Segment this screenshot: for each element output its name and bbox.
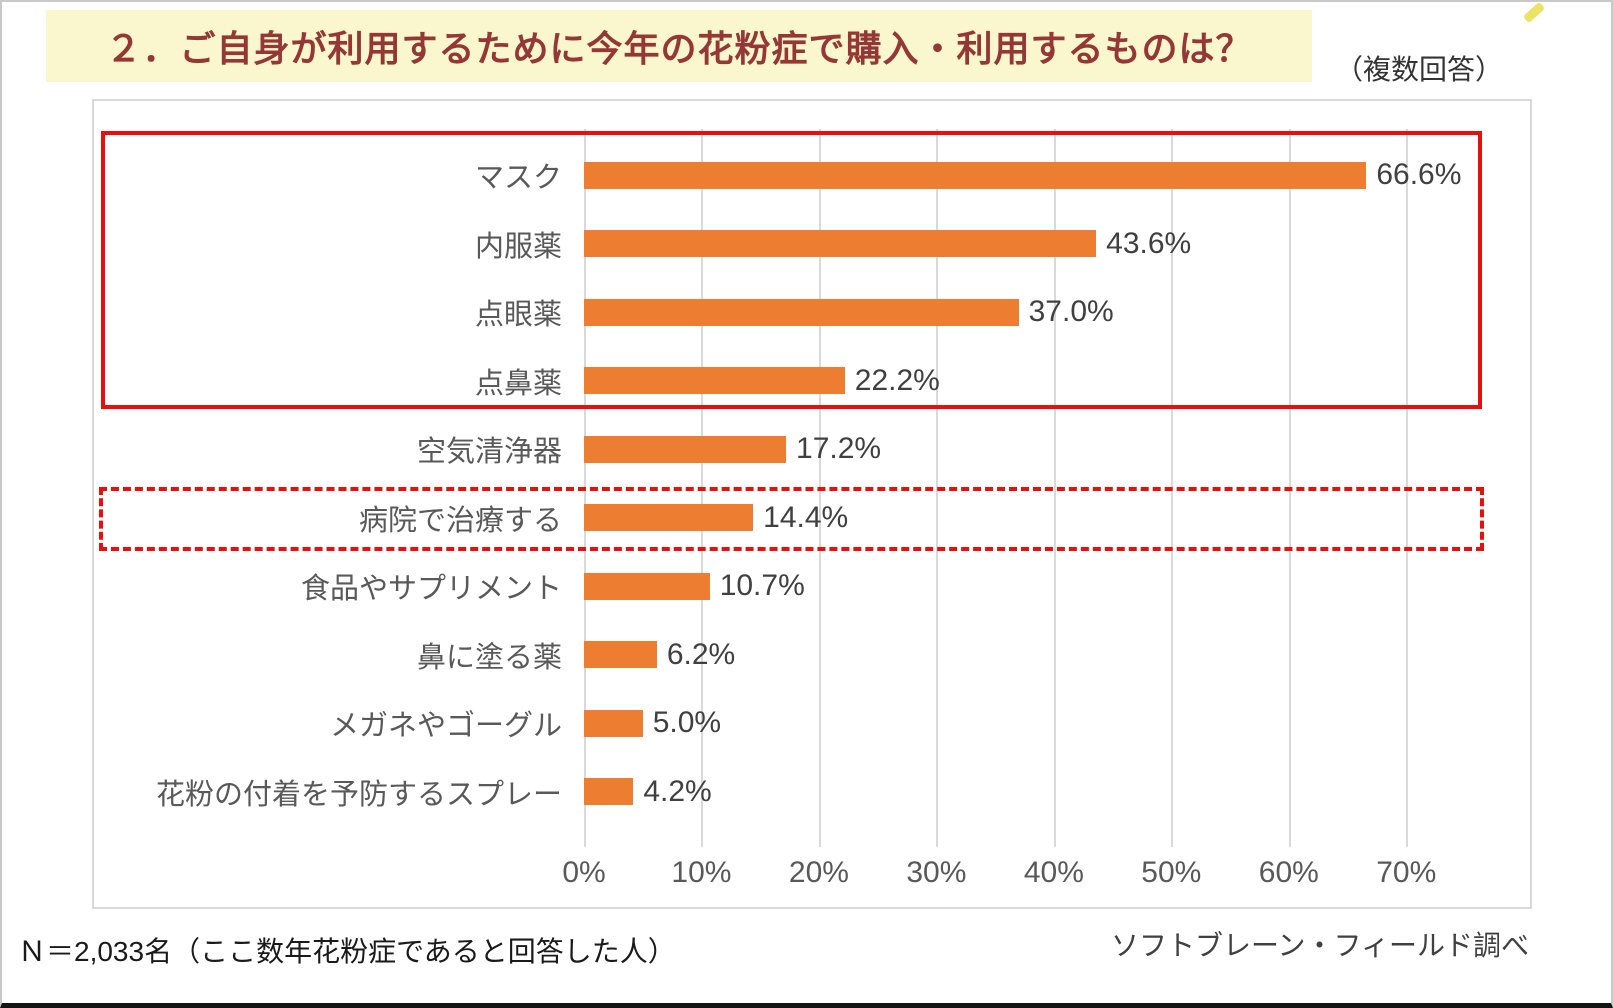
row-plot: 22.2% xyxy=(584,347,1512,416)
category-label: 花粉の付着を予防するスプレー xyxy=(155,778,562,811)
multiple-answers-note: （複数回答） xyxy=(1335,54,1504,85)
source-credit: ソフトブレーン・フィールド調べ xyxy=(1110,930,1529,961)
category-label: 空気清浄器 xyxy=(416,436,562,469)
chart-title-band: ２．ご自身が利用するために今年の花粉症で購入・利用するものは？ xyxy=(46,10,1312,82)
chart-row: 空気清浄器 17.2% xyxy=(94,415,1512,484)
value-label: 14.4% xyxy=(763,500,849,534)
x-axis-labels: 0% 10% 20% 30% 40% 50% 60% 70% xyxy=(562,856,1512,894)
category-label: 鼻に塗る薬 xyxy=(416,641,562,674)
value-label: 37.0% xyxy=(1028,295,1114,329)
category-label: マスク xyxy=(474,162,562,195)
chart-title: ２．ご自身が利用するために今年の花粉症で購入・利用するものは？ xyxy=(105,28,1253,69)
category-label: 内服薬 xyxy=(474,230,562,263)
row-plot: 5.0% xyxy=(584,689,1512,758)
value-label: 5.0% xyxy=(652,706,722,740)
x-axis-tick-label: 0% xyxy=(562,856,606,889)
chart-row: 鼻に塗る薬 6.2% xyxy=(94,621,1512,690)
chart-row: 病院で治療する 14.4% xyxy=(94,484,1512,553)
row-plot: 17.2% xyxy=(584,415,1512,484)
row-plot: 6.2% xyxy=(584,621,1512,690)
bar xyxy=(584,504,754,532)
category-label: 点眼薬 xyxy=(474,299,562,332)
value-label: 66.6% xyxy=(1376,158,1462,192)
chart-row: 食品やサプリメント 10.7% xyxy=(94,552,1512,621)
bar xyxy=(584,709,643,737)
chart-row: 花粉の付着を予防するスプレー 4.2% xyxy=(94,758,1512,827)
chart-row: マスク 66.6% xyxy=(94,141,1512,210)
chart-row: メガネやゴーグル 5.0% xyxy=(94,689,1512,758)
chart-row: 内服薬 43.6% xyxy=(94,210,1512,279)
row-plot: 10.7% xyxy=(584,552,1512,621)
value-label: 43.6% xyxy=(1106,226,1192,260)
value-label: 17.2% xyxy=(796,432,882,466)
bar xyxy=(584,367,845,395)
category-label: 食品やサプリメント xyxy=(300,573,562,606)
value-label: 4.2% xyxy=(643,774,712,808)
row-plot: 43.6% xyxy=(584,210,1512,279)
value-label: 10.7% xyxy=(719,569,805,603)
x-axis-tick-label: 40% xyxy=(1023,856,1084,889)
category-label: メガネやゴーグル xyxy=(329,710,562,743)
x-axis-tick-label: 70% xyxy=(1376,856,1437,889)
x-axis-tick-label: 60% xyxy=(1258,856,1319,889)
bar xyxy=(584,778,634,806)
chart-area: マスク 66.6% 内服薬 43.6% 点眼薬 37.0% 点鼻薬 22.2% 空気清浄器 17.… xyxy=(92,99,1532,909)
row-plot: 14.4% xyxy=(584,484,1512,553)
row-plot: 4.2% xyxy=(584,758,1512,827)
corner-accent-icon xyxy=(1522,1,1546,24)
row-plot: 66.6% xyxy=(584,141,1512,210)
x-axis-tick-label: 50% xyxy=(1141,856,1202,889)
sample-size-note: Ｎ＝2,033名（ここ数年花粉症であると回答した人） xyxy=(18,936,676,967)
bar xyxy=(584,161,1367,189)
x-axis-tick-label: 20% xyxy=(788,856,849,889)
chart-row: 点眼薬 37.0% xyxy=(94,278,1512,347)
category-label: 病院で治療する xyxy=(358,504,562,537)
bar xyxy=(584,572,710,600)
chart-row: 点鼻薬 22.2% xyxy=(94,347,1512,416)
x-axis-tick-label: 10% xyxy=(671,856,732,889)
bar xyxy=(584,298,1019,326)
value-label: 6.2% xyxy=(666,637,736,671)
bar xyxy=(584,435,787,463)
category-label: 点鼻薬 xyxy=(474,367,562,400)
row-plot: 37.0% xyxy=(584,278,1512,347)
bar xyxy=(584,641,657,669)
chart-rows: マスク 66.6% 内服薬 43.6% 点眼薬 37.0% 点鼻薬 22.2% 空気清浄器 17.… xyxy=(94,141,1512,826)
value-label: 22.2% xyxy=(854,363,940,397)
x-axis-tick-label: 30% xyxy=(906,856,967,889)
bar xyxy=(584,230,1097,258)
